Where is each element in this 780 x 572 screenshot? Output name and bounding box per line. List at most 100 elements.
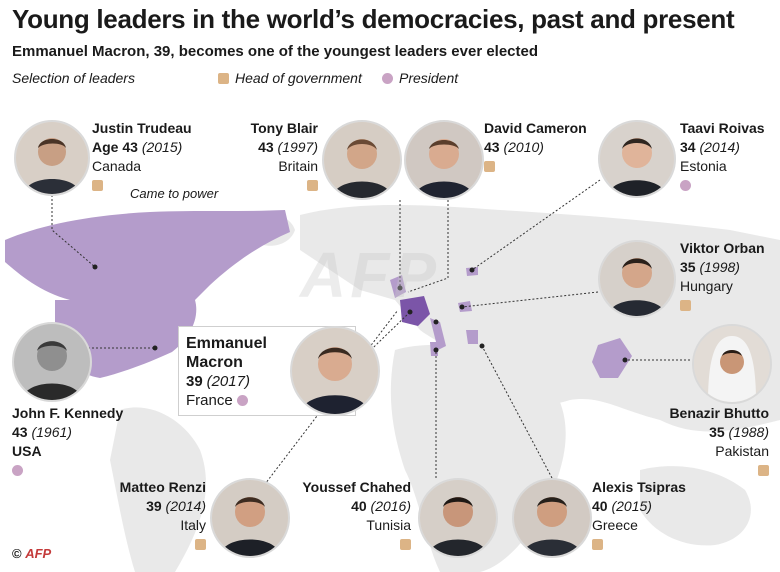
canada-shape bbox=[5, 210, 290, 303]
capital-dots bbox=[92, 264, 628, 363]
macron-name-line1: Emmanuel bbox=[186, 335, 267, 352]
line-cameron bbox=[407, 200, 449, 293]
kennedy-year: (1961) bbox=[31, 424, 72, 440]
watermark: AFP bbox=[300, 239, 440, 311]
page-subtitle: Emmanuel Macron, 39, becomes one of the … bbox=[12, 43, 539, 60]
trudeau-label: Justin Trudeau Age 43 (2015) Canada bbox=[92, 119, 192, 196]
bhutto-country: Pakistan bbox=[715, 443, 769, 459]
bhutto-year: (1988) bbox=[728, 424, 769, 440]
cameron-age: 43 bbox=[484, 139, 500, 155]
bhutto-name: Benazir Bhutto bbox=[669, 405, 769, 421]
blair-country: Britain bbox=[278, 158, 318, 174]
chahed-portrait bbox=[418, 478, 498, 558]
president-marker-icon bbox=[12, 465, 23, 476]
president-marker-icon bbox=[236, 395, 248, 406]
orban-name: Viktor Orban bbox=[680, 240, 765, 256]
highlighted-countries bbox=[5, 210, 632, 378]
trudeau-name: Justin Trudeau bbox=[92, 120, 192, 136]
head-of-government-square-icon bbox=[218, 73, 229, 84]
page-title: Young leaders in the world’s democracies… bbox=[12, 4, 735, 34]
tsipras-year: (2015) bbox=[611, 498, 652, 514]
line-trudeau bbox=[51, 195, 96, 268]
line-tsipras bbox=[481, 345, 553, 479]
head-of-government-marker-icon bbox=[400, 539, 411, 550]
blair-name: Tony Blair bbox=[250, 120, 318, 136]
orban-label: Viktor Orban 35 (1998) Hungary bbox=[680, 239, 765, 316]
kennedy-portrait bbox=[12, 322, 92, 402]
renzi-country: Italy bbox=[180, 517, 206, 533]
head-of-government-marker-icon bbox=[92, 180, 103, 191]
cameron-name: David Cameron bbox=[484, 120, 587, 136]
macron-country: France bbox=[186, 392, 233, 409]
head-of-government-marker-icon bbox=[758, 465, 769, 476]
bhutto-age: 35 bbox=[709, 424, 725, 440]
orban-year: (1998) bbox=[699, 259, 740, 275]
came-to-power-annotation: Came to power bbox=[130, 186, 219, 201]
renzi-age: 39 bbox=[146, 498, 162, 514]
macron-name-line2: Macron bbox=[186, 354, 243, 371]
renzi-year: (2014) bbox=[165, 498, 206, 514]
tsipras-portrait bbox=[512, 478, 592, 558]
trudeau-age: 43 bbox=[122, 139, 138, 155]
bhutto-label: Benazir Bhutto 35 (1988) Pakistan bbox=[640, 404, 769, 481]
chahed-country: Tunisia bbox=[366, 517, 411, 533]
head-of-government-marker-icon bbox=[592, 539, 603, 550]
trudeau-year: (2015) bbox=[141, 139, 183, 155]
south-america-land bbox=[110, 407, 206, 572]
head-of-government-marker-icon bbox=[680, 300, 691, 311]
roivas-portrait bbox=[598, 120, 676, 198]
blair-label: Tony Blair 43 (1997) Britain bbox=[248, 119, 318, 196]
chahed-name: Youssef Chahed bbox=[302, 479, 411, 495]
president-circle-icon bbox=[382, 73, 393, 84]
president-marker-icon bbox=[680, 180, 691, 191]
macron-age: 39 bbox=[186, 373, 203, 390]
chahed-label: Youssef Chahed 40 (2016) Tunisia bbox=[296, 478, 411, 555]
credit: © AFP bbox=[12, 546, 51, 561]
legend-hog-label: Head of government bbox=[235, 70, 362, 86]
blair-year: (1997) bbox=[277, 139, 318, 155]
blair-age: 43 bbox=[258, 139, 274, 155]
greece-shape bbox=[466, 330, 478, 344]
france-shape bbox=[400, 296, 430, 326]
legend-head-of-government: Head of government bbox=[218, 70, 362, 86]
kennedy-name: John F. Kennedy bbox=[12, 405, 124, 421]
copyright-symbol: © bbox=[12, 546, 22, 561]
macron-country-row: France bbox=[186, 391, 267, 410]
head-of-government-marker-icon bbox=[484, 161, 495, 172]
tsipras-country: Greece bbox=[592, 517, 638, 533]
legend-president: President bbox=[382, 70, 458, 86]
head-of-government-marker-icon bbox=[307, 180, 318, 191]
bhutto-portrait bbox=[692, 324, 772, 404]
kennedy-country: USA bbox=[12, 443, 42, 459]
orban-country: Hungary bbox=[680, 278, 733, 294]
legend-selection: Selection of leaders bbox=[12, 70, 135, 86]
roivas-name: Taavi Roivas bbox=[680, 120, 765, 136]
orban-age: 35 bbox=[680, 259, 696, 275]
tsipras-name: Alexis Tsipras bbox=[592, 479, 686, 495]
tsipras-age: 40 bbox=[592, 498, 608, 514]
roivas-label: Taavi Roivas 34 (2014) Estonia bbox=[680, 119, 765, 196]
italy-shape bbox=[430, 318, 446, 350]
blair-portrait bbox=[322, 120, 402, 200]
chahed-age: 40 bbox=[351, 498, 367, 514]
afp-logo: AFP bbox=[25, 546, 52, 561]
pakistan-shape bbox=[592, 338, 632, 378]
macron-label: Emmanuel Macron 39 (2017) France bbox=[186, 334, 267, 410]
orban-portrait bbox=[598, 240, 676, 318]
trudeau-country: Canada bbox=[92, 158, 142, 174]
legend-president-label: President bbox=[399, 70, 459, 86]
cameron-label: David Cameron 43 (2010) bbox=[484, 119, 587, 177]
tsipras-label: Alexis Tsipras 40 (2015) Greece bbox=[592, 478, 686, 555]
renzi-portrait bbox=[210, 478, 290, 558]
line-orban bbox=[461, 291, 599, 308]
australia-land bbox=[640, 466, 751, 546]
roivas-age: 34 bbox=[680, 139, 696, 155]
chahed-year: (2016) bbox=[370, 498, 411, 514]
roivas-country: Estonia bbox=[680, 158, 727, 174]
cameron-portrait bbox=[404, 120, 484, 200]
roivas-year: (2014) bbox=[699, 139, 740, 155]
macron-portrait bbox=[290, 326, 380, 416]
head-of-government-marker-icon bbox=[195, 539, 206, 550]
renzi-label: Matteo Renzi 39 (2014) Italy bbox=[100, 478, 206, 555]
